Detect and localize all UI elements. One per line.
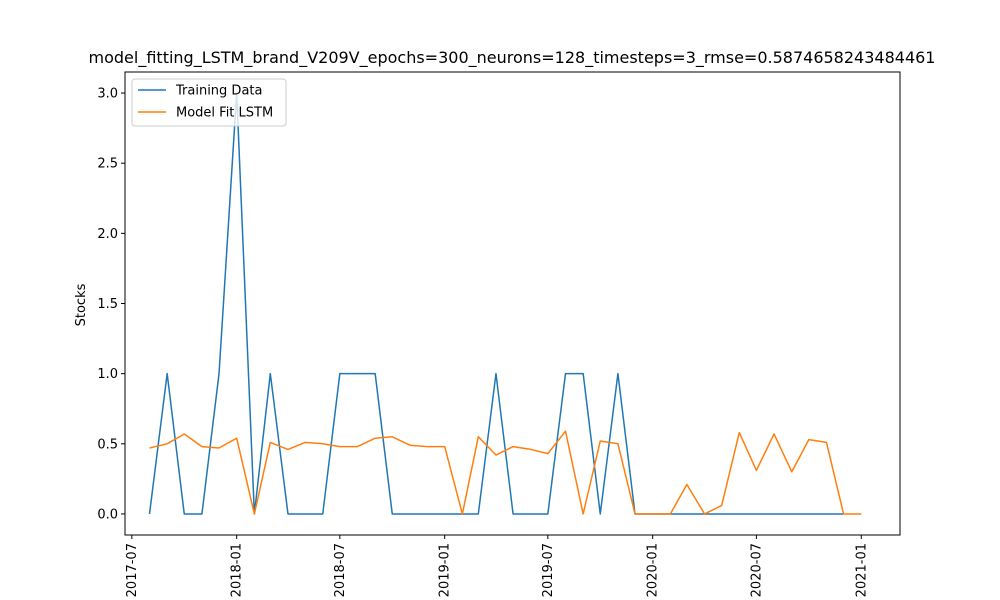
x-tick-label: 2019-07 <box>541 543 556 597</box>
x-tick-label: 2018-07 <box>333 543 348 597</box>
legend-entry-0: Training Data <box>175 84 262 99</box>
x-tick-label: 2020-01 <box>646 543 661 597</box>
y-tick-label: 3.0 <box>97 87 118 102</box>
legend-entry-1: Model Fit LSTM <box>176 106 273 121</box>
y-axis-label: Stocks <box>74 283 89 326</box>
x-tick-label: 2021-01 <box>854 543 869 597</box>
y-tick-label: 0.0 <box>97 507 118 522</box>
y-tick-label: 2.0 <box>97 227 118 242</box>
y-tick-label: 1.5 <box>97 297 118 312</box>
plot-frame <box>124 71 901 536</box>
x-tick-label: 2020-07 <box>749 543 764 597</box>
plot-area <box>124 71 901 536</box>
x-axis: 2017-07 2018-01 2018-07 2019-01 2019-07 2020-… <box>125 535 869 597</box>
series-line-0 <box>148 92 844 515</box>
y-axis: 0.0 0.5 1.0 1.5 2.0 2.5 3.0 <box>97 87 125 522</box>
legend: Training Data Model Fit LSTM <box>131 78 287 127</box>
x-tick-label: 2018-01 <box>230 543 245 597</box>
x-tick-label: 2017-07 <box>125 543 140 597</box>
y-tick-label: 2.5 <box>97 157 118 172</box>
y-tick-label: 1.0 <box>97 367 118 382</box>
chart-title: model_fitting_LSTM_brand_V209V_epochs=30… <box>89 48 936 68</box>
legend-box <box>131 78 287 127</box>
y-tick-label: 0.5 <box>97 437 118 452</box>
x-tick-label: 2019-01 <box>438 543 453 597</box>
series-line-1 <box>149 430 862 515</box>
